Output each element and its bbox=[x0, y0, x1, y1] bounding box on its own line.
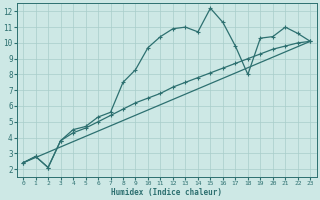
X-axis label: Humidex (Indice chaleur): Humidex (Indice chaleur) bbox=[111, 188, 222, 197]
